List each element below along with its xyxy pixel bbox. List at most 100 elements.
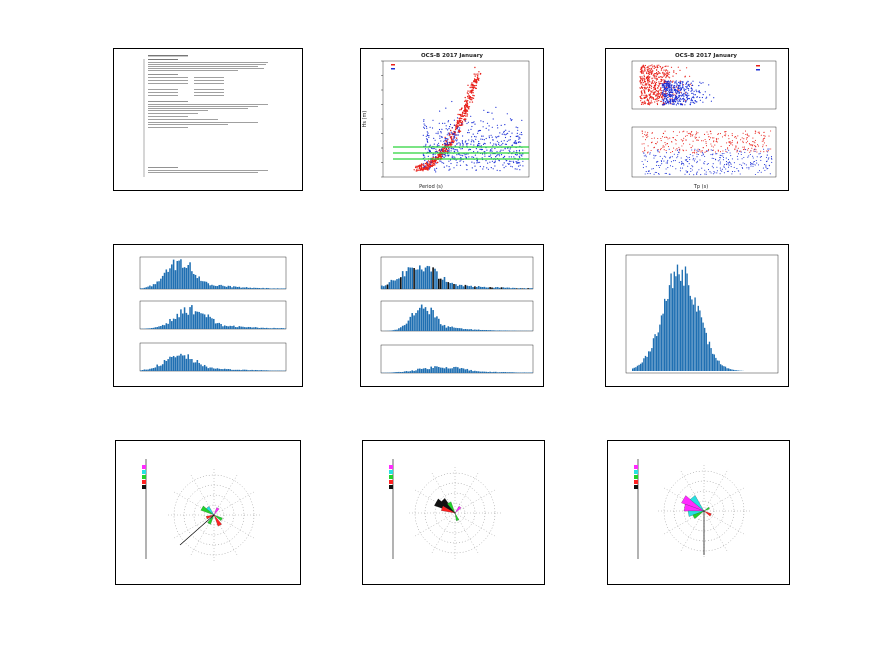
histogram-bar bbox=[185, 312, 188, 329]
histogram-bar bbox=[729, 369, 731, 371]
histogram-bar bbox=[233, 369, 235, 371]
rose-spoke bbox=[662, 486, 705, 512]
scatter-point bbox=[688, 156, 690, 158]
scatter-point bbox=[650, 84, 652, 86]
histogram-bar bbox=[721, 365, 723, 371]
scatter-point bbox=[687, 83, 689, 85]
scatter-point bbox=[445, 155, 447, 157]
histogram-bar bbox=[280, 328, 283, 329]
scatter-point bbox=[753, 160, 756, 163]
histogram-bar bbox=[181, 355, 184, 371]
scatter-point bbox=[459, 121, 461, 123]
histogram-bar bbox=[487, 287, 490, 289]
histogram-bar bbox=[169, 268, 171, 289]
scatter-point bbox=[735, 147, 737, 149]
text-line bbox=[148, 59, 178, 60]
scatter-point bbox=[649, 81, 651, 83]
scatter-point bbox=[679, 94, 681, 96]
histogram-bar bbox=[411, 313, 414, 331]
scatter-point bbox=[719, 151, 722, 153]
thumbnail-rose-3[interactable] bbox=[607, 440, 790, 585]
thumbnail-hist-three-b[interactable] bbox=[360, 244, 544, 387]
histogram-bar bbox=[282, 328, 284, 329]
histogram-bar bbox=[191, 271, 193, 289]
scatter-point bbox=[665, 103, 667, 105]
scatter-point bbox=[447, 155, 450, 157]
scatter-point bbox=[648, 79, 650, 81]
histogram-bar bbox=[205, 317, 208, 329]
scatter-point bbox=[715, 153, 717, 155]
histogram-bar bbox=[633, 367, 635, 371]
text-line bbox=[194, 89, 224, 90]
scatter-point bbox=[674, 96, 676, 98]
scatter-point bbox=[697, 153, 699, 156]
scatter-point bbox=[504, 143, 506, 145]
thumbnail-hist-three[interactable] bbox=[113, 244, 303, 387]
histogram-bar bbox=[657, 332, 659, 371]
histogram-bar bbox=[481, 329, 484, 331]
scatter-point bbox=[459, 124, 461, 127]
histogram-stack-chart bbox=[139, 256, 287, 372]
scatter-point bbox=[504, 148, 506, 150]
histogram-bar bbox=[686, 273, 688, 371]
thumbnail-scatter-main[interactable]: OCS-B 2017 January Period (s) Hs (m) bbox=[360, 48, 544, 191]
scatter-point bbox=[660, 159, 662, 162]
histogram-bar bbox=[415, 312, 417, 331]
scatter-point bbox=[764, 137, 766, 139]
scatter-point bbox=[661, 93, 663, 95]
scatter-point bbox=[428, 136, 430, 138]
histogram-bar bbox=[449, 283, 452, 289]
scatter-point bbox=[763, 135, 765, 137]
thumbnail-rose-2[interactable] bbox=[362, 440, 545, 585]
scatter-point bbox=[476, 144, 479, 147]
text-line bbox=[148, 108, 248, 109]
rose-petal bbox=[447, 501, 456, 514]
scatter-point bbox=[691, 165, 693, 167]
scatter-point bbox=[669, 137, 671, 139]
rose-spoke bbox=[703, 510, 729, 553]
scatter-point bbox=[667, 89, 669, 91]
scatter-point bbox=[439, 137, 441, 139]
scatter-point bbox=[665, 98, 668, 100]
histogram-bar bbox=[200, 364, 202, 371]
scatter-point bbox=[471, 167, 473, 169]
scatter-point bbox=[659, 76, 661, 78]
scatter-point bbox=[514, 168, 516, 170]
scatter-point bbox=[676, 148, 678, 150]
scatter-point bbox=[469, 101, 471, 103]
histogram-bar bbox=[447, 326, 450, 331]
scatter-point bbox=[492, 139, 494, 141]
histogram-bar bbox=[150, 328, 153, 329]
scatter-point bbox=[750, 165, 752, 167]
scatter-point bbox=[725, 151, 727, 153]
histogram-bar bbox=[443, 324, 446, 331]
scatter-point bbox=[458, 131, 461, 133]
thumbnail-report-text[interactable] bbox=[113, 48, 303, 191]
histogram-bar bbox=[676, 264, 679, 371]
scatter-point bbox=[643, 76, 645, 78]
scatter-point bbox=[470, 143, 472, 145]
scatter-point bbox=[664, 172, 666, 174]
thumbnail-scatter-pair[interactable]: OCS-B 2017 January Tp (s) bbox=[605, 48, 789, 191]
histogram-bar bbox=[269, 288, 272, 289]
scatter-point bbox=[461, 113, 463, 116]
scatter-point bbox=[439, 149, 441, 151]
scatter-point bbox=[522, 149, 524, 151]
scatter-point bbox=[716, 172, 718, 174]
scatter-point bbox=[491, 150, 493, 152]
scatter-point bbox=[429, 149, 431, 151]
scatter-point bbox=[683, 95, 685, 97]
scatter-point bbox=[655, 81, 658, 84]
scatter-point bbox=[649, 71, 652, 73]
scatter-point bbox=[711, 145, 713, 147]
scatter-point bbox=[642, 167, 644, 169]
scatter-point bbox=[654, 99, 657, 101]
scatter-point bbox=[449, 126, 451, 128]
scatter-point bbox=[483, 142, 485, 144]
legend-swatch bbox=[142, 475, 146, 479]
thumbnail-hist-single[interactable] bbox=[605, 244, 789, 387]
histogram-bar bbox=[453, 366, 455, 373]
scatter-point bbox=[692, 159, 694, 161]
thumbnail-rose-1[interactable] bbox=[115, 440, 301, 585]
scatter-point bbox=[743, 146, 745, 148]
